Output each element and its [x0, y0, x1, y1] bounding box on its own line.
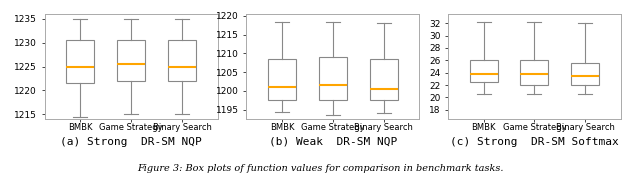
PathPatch shape: [67, 40, 94, 83]
Text: Figure 3: Box plots of function values for comparison in benchmark tasks.: Figure 3: Box plots of function values f…: [137, 164, 503, 173]
Text: (b) Weak  DR-SM NQP: (b) Weak DR-SM NQP: [269, 137, 397, 147]
PathPatch shape: [117, 40, 145, 81]
PathPatch shape: [168, 40, 196, 81]
Text: (a) Strong  DR-SM NQP: (a) Strong DR-SM NQP: [60, 137, 202, 147]
PathPatch shape: [370, 59, 397, 100]
PathPatch shape: [520, 60, 548, 85]
PathPatch shape: [572, 63, 599, 85]
PathPatch shape: [319, 57, 347, 100]
PathPatch shape: [470, 60, 497, 82]
PathPatch shape: [268, 59, 296, 100]
Text: (c) Strong  DR-SM Softmax: (c) Strong DR-SM Softmax: [450, 137, 619, 147]
